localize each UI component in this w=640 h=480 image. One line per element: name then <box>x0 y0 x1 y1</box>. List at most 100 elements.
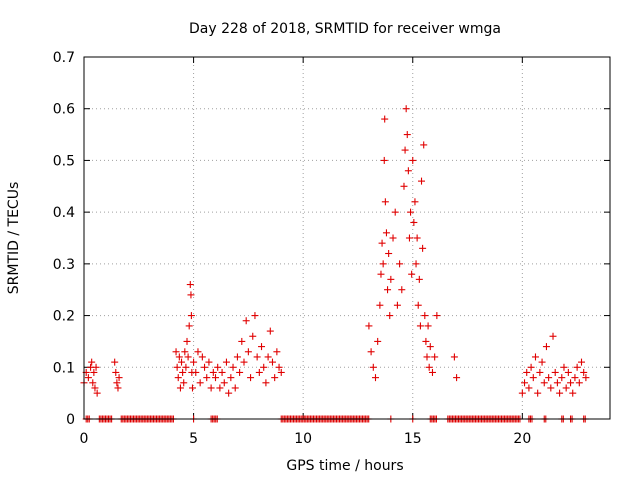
data-point <box>402 105 410 113</box>
data-point <box>527 363 535 371</box>
data-point <box>253 353 261 361</box>
data-point <box>403 131 411 139</box>
data-point <box>410 218 418 226</box>
data-point <box>377 270 385 278</box>
x-axis-label: GPS time / hours <box>286 458 403 474</box>
x-tick-labels: 0 5 10 15 20 <box>80 431 532 447</box>
data-point <box>562 384 570 392</box>
data-point <box>420 141 428 149</box>
data-point <box>183 337 191 345</box>
y-tick-label: 0.4 <box>53 205 75 221</box>
data-point <box>393 301 401 309</box>
data-point <box>173 363 181 371</box>
x-tick-label: 20 <box>513 431 531 447</box>
data-point <box>91 384 99 392</box>
data-point <box>233 353 241 361</box>
x-tick-label: 5 <box>189 431 198 447</box>
data-point <box>220 379 228 387</box>
x-tick-label: 0 <box>80 431 89 447</box>
data-point <box>113 379 121 387</box>
data-point <box>534 389 542 397</box>
data-point <box>275 363 283 371</box>
data-point <box>529 374 537 382</box>
plot-frame <box>83 56 611 420</box>
data-point <box>194 348 202 356</box>
y-tick-labels: 0 0.1 0.2 0.3 0.4 0.5 0.6 0.7 <box>53 50 75 428</box>
data-point <box>553 379 561 387</box>
data-point <box>175 353 183 361</box>
data-point <box>242 317 250 325</box>
data-point <box>369 363 377 371</box>
y-tick-label: 0 <box>66 412 75 428</box>
data-point <box>407 208 415 216</box>
data-point <box>185 322 193 330</box>
data-point <box>260 363 268 371</box>
data-point <box>176 384 184 392</box>
data-point <box>573 363 581 371</box>
data-point <box>422 337 430 345</box>
data-point <box>244 348 252 356</box>
data-point <box>192 368 200 376</box>
data-point <box>518 389 526 397</box>
data-point <box>433 312 441 320</box>
data-point <box>188 384 196 392</box>
data-point <box>187 291 195 299</box>
data-point <box>398 286 406 294</box>
data-point <box>567 379 575 387</box>
data-point <box>421 312 429 320</box>
data-point <box>184 353 192 361</box>
data-point <box>115 374 123 382</box>
data-point <box>453 374 461 382</box>
data-point <box>404 167 412 175</box>
y-tick-label: 0.5 <box>53 153 75 169</box>
data-point <box>238 337 246 345</box>
data-point <box>255 368 263 376</box>
data-point <box>409 156 417 164</box>
data-point <box>580 368 588 376</box>
data-point <box>525 384 533 392</box>
data-point <box>225 389 233 397</box>
data-point <box>391 208 399 216</box>
data-point <box>222 358 230 366</box>
data-point <box>379 260 387 268</box>
data-point <box>431 353 439 361</box>
data-point <box>251 312 259 320</box>
data-point <box>90 368 98 376</box>
data-point <box>540 379 548 387</box>
data-point <box>89 379 97 387</box>
data-point <box>523 368 531 376</box>
data-point <box>560 363 568 371</box>
data-point <box>218 368 226 376</box>
x-tick-label: 15 <box>404 431 422 447</box>
data-point <box>542 343 550 351</box>
y-axis-label: SRMTID / TECUs <box>6 182 22 295</box>
data-point <box>547 384 555 392</box>
data-point <box>424 322 432 330</box>
data-point <box>389 234 397 242</box>
data-point <box>367 348 375 356</box>
data-point <box>111 358 119 366</box>
data-point <box>376 301 384 309</box>
data-point <box>531 353 539 361</box>
data-point <box>181 348 189 356</box>
data-point <box>187 312 195 320</box>
data-point <box>196 379 204 387</box>
data-point <box>428 368 436 376</box>
data-point <box>411 198 419 206</box>
data-point <box>112 368 120 376</box>
data-point <box>414 301 422 309</box>
data-point <box>378 239 386 247</box>
data-point <box>93 389 101 397</box>
data-point <box>209 368 217 376</box>
data-point <box>381 115 389 123</box>
data-point <box>214 363 222 371</box>
data-point <box>387 275 395 283</box>
data-point <box>582 374 590 382</box>
data-point <box>538 358 546 366</box>
data-point <box>416 322 424 330</box>
data-point <box>84 374 92 382</box>
data-point <box>371 374 379 382</box>
data-point <box>92 363 100 371</box>
data-point <box>423 353 431 361</box>
data-point <box>268 358 276 366</box>
